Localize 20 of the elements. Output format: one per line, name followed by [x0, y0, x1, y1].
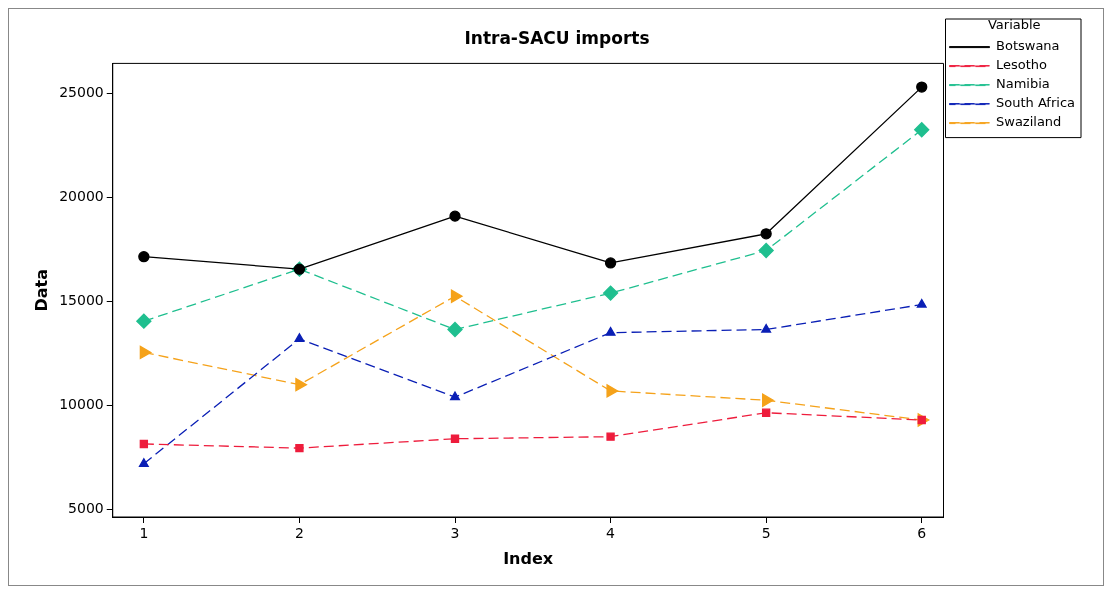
x-tick-label: 5 — [761, 525, 771, 542]
x-tick-label: 2 — [294, 525, 304, 542]
x-tick-label: 3 — [450, 525, 460, 542]
y-tick-label: 15000 — [59, 292, 104, 309]
legend-label: South Africa — [996, 95, 1076, 111]
y-tick-label: 20000 — [59, 188, 104, 205]
y-axis-title: Data — [31, 268, 51, 312]
legend-label: Botswana — [996, 38, 1060, 54]
y-tick-label: 5000 — [68, 500, 104, 517]
legend-label: Lesotho — [996, 57, 1048, 73]
y-tick-label: 25000 — [59, 84, 104, 100]
legend-label: Swaziland — [996, 114, 1062, 130]
legend-label: Namibia — [996, 76, 1050, 92]
legend-title: Variable — [987, 16, 1041, 32]
x-tick-label: 4 — [606, 525, 616, 542]
x-tick-label: 1 — [139, 525, 149, 542]
x-axis-title: Index — [503, 548, 554, 568]
x-tick-label: 6 — [917, 525, 927, 542]
y-tick-label: 10000 — [59, 396, 104, 413]
chart-title: Intra-SACU imports — [464, 27, 650, 48]
